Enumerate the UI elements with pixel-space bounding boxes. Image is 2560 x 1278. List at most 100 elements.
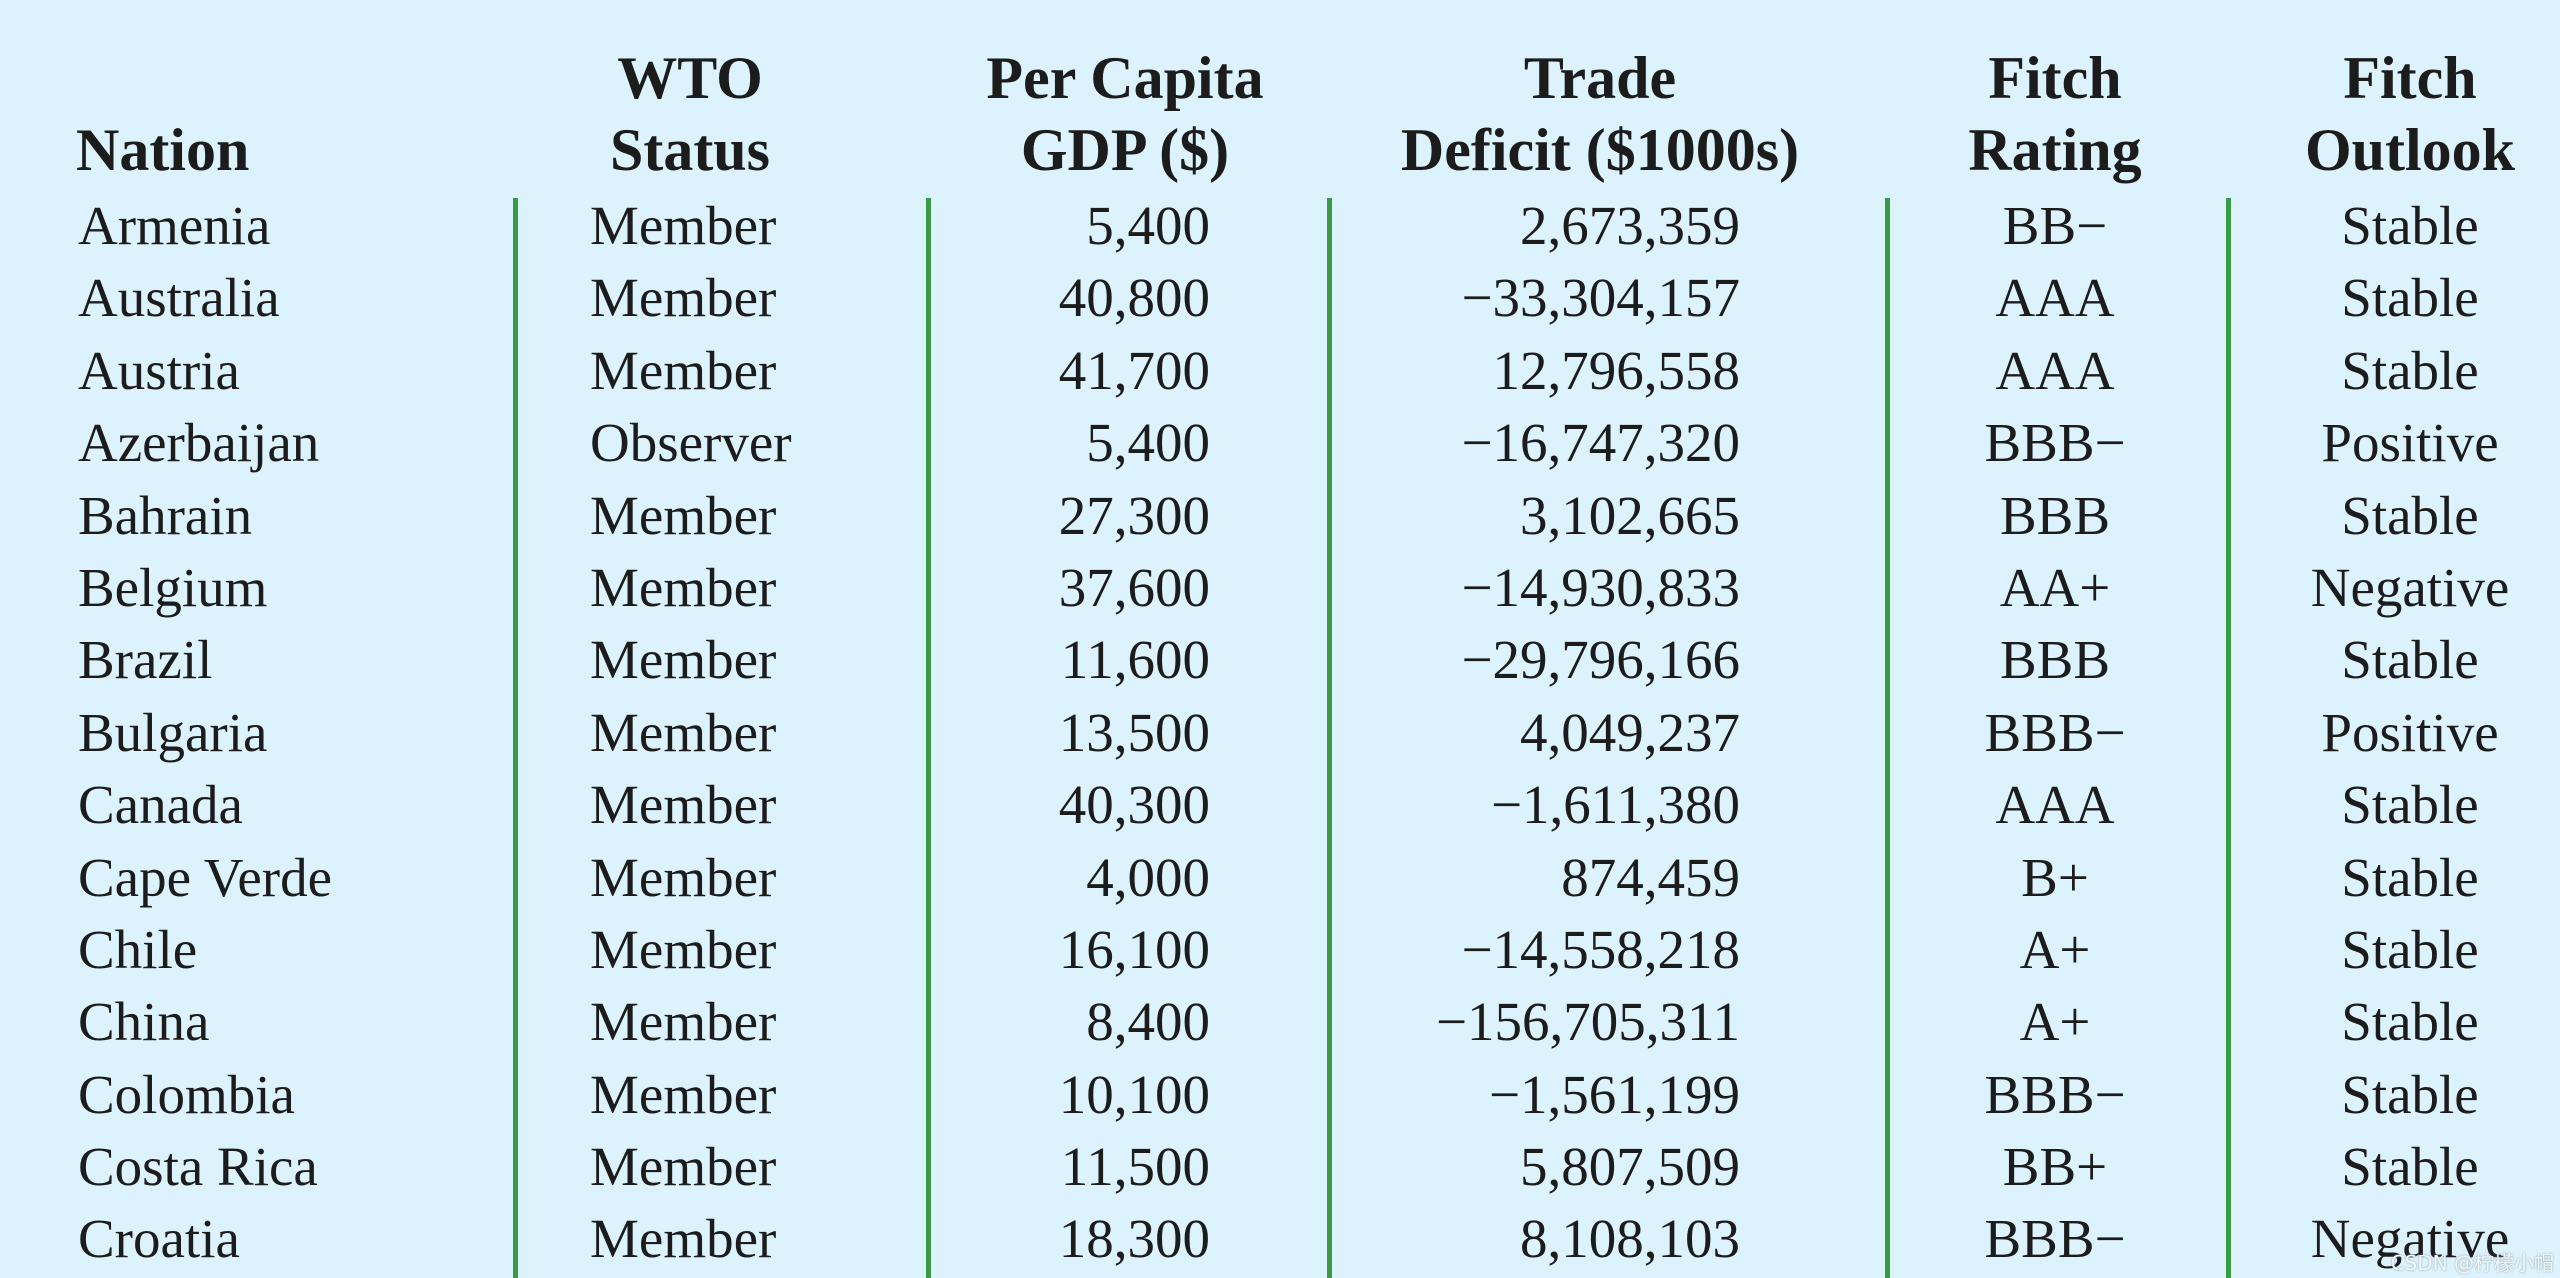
cell-gdp: 4,000 [1086, 846, 1210, 908]
cell-trade-deficit: −14,558,218 [1461, 918, 1740, 980]
cell-fitch-outlook: Stable [2341, 991, 2479, 1053]
column-divider [2226, 198, 2231, 1278]
cell-trade-deficit: −156,705,311 [1436, 991, 1740, 1053]
cell-fitch-outlook: Stable [2341, 339, 2479, 401]
column-divider [926, 198, 931, 1278]
table-row: Austria Member 41,700 12,796,558 AAA Stable [0, 335, 2560, 407]
table-row: Colombia Member 10,100 −1,561,199 BBB− Stable [0, 1059, 2560, 1131]
cell-wto-status: Member [590, 701, 777, 763]
cell-fitch-rating: BB− [2002, 195, 2108, 256]
cell-fitch-rating: B+ [2021, 846, 2089, 908]
cell-wto-status: Member [590, 1063, 777, 1125]
cell-fitch-outlook: Stable [2341, 846, 2479, 908]
cell-wto-status: Member [590, 774, 777, 836]
cell-fitch-rating: BBB [1999, 484, 2111, 546]
header-wto-status-line2: Status [609, 117, 771, 183]
cell-gdp: 11,600 [1060, 629, 1210, 691]
table-row: China Member 8,400 −156,705,311 A+ Stable [0, 986, 2560, 1058]
cell-nation: Cape Verde [78, 846, 333, 908]
cell-fitch-rating: BB+ [2002, 1136, 2108, 1198]
cell-wto-status: Member [590, 267, 777, 329]
header-outlook-line1: Fitch [2343, 45, 2477, 111]
table-row: Bahrain Member 27,300 3,102,665 BBB Stable [0, 480, 2560, 552]
cell-trade-deficit: 874,459 [1561, 846, 1740, 908]
cell-gdp: 5,400 [1086, 412, 1210, 474]
cell-fitch-rating: BBB− [1984, 701, 2126, 763]
cell-gdp: 27,300 [1058, 484, 1210, 546]
cell-trade-deficit: 4,049,237 [1520, 701, 1740, 763]
cell-nation: Canada [78, 774, 243, 836]
cell-gdp: 5,400 [1086, 195, 1210, 256]
cell-fitch-outlook: Stable [2341, 195, 2479, 256]
cell-fitch-rating: AAA [1995, 267, 2115, 329]
cell-gdp: 37,600 [1058, 556, 1210, 618]
header-nation-label: Nation [76, 117, 250, 183]
cell-wto-status: Member [590, 339, 777, 401]
cell-fitch-outlook: Stable [2341, 1063, 2479, 1125]
cell-wto-status: Member [590, 556, 777, 618]
cell-gdp: 41,700 [1058, 339, 1210, 401]
cell-fitch-outlook: Stable [2341, 1136, 2479, 1198]
header-fitch-rating: Fitch Rating [1930, 0, 2180, 190]
cell-gdp: 40,300 [1058, 774, 1210, 836]
column-divider [1327, 198, 1332, 1278]
header-gdp-line2: GDP ($) [1020, 117, 1230, 183]
cell-nation: Bahrain [78, 484, 253, 546]
cell-nation: Brazil [78, 629, 213, 691]
cell-gdp: 16,100 [1058, 918, 1210, 980]
table-row: Bulgaria Member 13,500 4,049,237 BBB− Positiv… [0, 697, 2560, 769]
header-trade-deficit: Trade Deficit ($1000s) [1360, 0, 1840, 190]
header-gdp-line1: Per Capita [986, 45, 1264, 111]
cell-fitch-outlook: Positive [2321, 701, 2499, 763]
cell-wto-status: Member [590, 846, 777, 908]
cell-wto-status: Member [590, 1136, 777, 1198]
cell-fitch-rating: BBB [1999, 629, 2111, 691]
cell-nation: China [78, 991, 210, 1053]
cell-fitch-rating: BBB− [1984, 1208, 2126, 1270]
cell-trade-deficit: 3,102,665 [1520, 484, 1740, 546]
cell-nation: Australia [78, 267, 280, 329]
cell-nation: Azerbaijan [78, 412, 320, 474]
cell-nation: Croatia [78, 1208, 240, 1270]
header-outlook-line2: Outlook [2304, 117, 2516, 183]
cell-nation: Chile [78, 918, 198, 980]
cell-wto-status: Member [590, 991, 777, 1053]
table-row: Canada Member 40,300 −1,611,380 AAA Stable [0, 769, 2560, 841]
cell-trade-deficit: 2,673,359 [1520, 195, 1740, 256]
cell-fitch-outlook: Positive [2321, 412, 2499, 474]
header-trade-line2: Deficit ($1000s) [1400, 117, 1800, 183]
cell-nation: Costa Rica [78, 1136, 318, 1198]
cell-fitch-rating: A+ [2019, 918, 2091, 980]
table-body: Armenia Member 5,400 2,673,359 BB− Stable Aus… [0, 190, 2560, 1276]
cell-nation: Belgium [78, 556, 268, 618]
cell-fitch-rating: AAA [1995, 774, 2115, 836]
cell-trade-deficit: −1,611,380 [1491, 774, 1740, 836]
cell-trade-deficit: −29,796,166 [1461, 629, 1740, 691]
table-row: Brazil Member 11,600 −29,796,166 BBB Stable [0, 624, 2560, 696]
column-divider [513, 198, 518, 1278]
header-rating-line1: Fitch [1988, 45, 2122, 111]
table-row: Croatia Member 18,300 8,108,103 BBB− Negative [0, 1203, 2560, 1275]
cell-trade-deficit: 8,108,103 [1520, 1208, 1740, 1270]
cell-trade-deficit: 12,796,558 [1492, 339, 1741, 401]
cell-wto-status: Member [590, 918, 777, 980]
cell-gdp: 18,300 [1058, 1208, 1210, 1270]
table-row: Cape Verde Member 4,000 874,459 B+ Stable [0, 842, 2560, 914]
header-wto-status: WTO Status [540, 0, 840, 190]
header-trade-line1: Trade [1523, 45, 1677, 111]
table-row: Armenia Member 5,400 2,673,359 BB− Stable [0, 190, 2560, 262]
cell-fitch-rating: BBB− [1984, 1063, 2126, 1125]
watermark: CSDN @柠檬小帽 [2390, 1251, 2554, 1275]
cell-fitch-outlook: Stable [2341, 918, 2479, 980]
cell-wto-status: Member [590, 195, 777, 256]
cell-fitch-outlook: Negative [2310, 556, 2510, 618]
cell-gdp: 13,500 [1058, 701, 1210, 763]
cell-fitch-rating: AAA [1995, 339, 2115, 401]
cell-fitch-outlook: Negative [2310, 1208, 2510, 1270]
cell-trade-deficit: −33,304,157 [1461, 267, 1740, 329]
header-fitch-outlook: Fitch Outlook [2260, 0, 2560, 190]
cell-wto-status: Member [590, 1208, 777, 1270]
header-wto-status-line1: WTO [617, 45, 763, 111]
cell-nation: Colombia [78, 1063, 295, 1125]
cell-trade-deficit: −14,930,833 [1461, 556, 1740, 618]
